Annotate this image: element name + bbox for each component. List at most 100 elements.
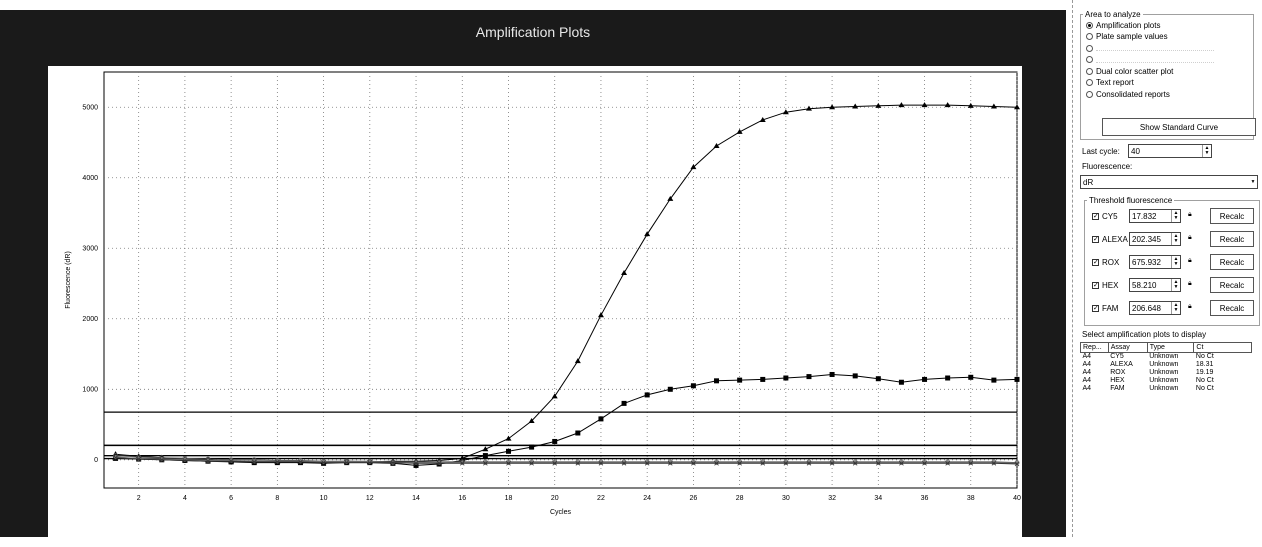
last-cycle-spinner[interactable]: ▲ ▼ [1202, 145, 1211, 157]
data-point [760, 461, 766, 466]
data-point [736, 128, 743, 134]
data-point [759, 116, 766, 122]
data-point [852, 461, 858, 466]
plots-table[interactable]: Rep... Assay Type Ct A4 CY5 Unknown No Ct A4 ALE… [1080, 342, 1252, 393]
data-point [899, 461, 904, 466]
data-point [182, 458, 188, 463]
threshold-spinner[interactable]: ▲ ▼ [1171, 210, 1180, 222]
threshold-checkbox[interactable]: ✓ [1092, 258, 1099, 266]
lock-icon[interactable]: 🔒︎ [1188, 257, 1192, 264]
radio-button[interactable] [1086, 90, 1093, 98]
analysis-side-panel: Area to analyze Amplification plots Plate… [1080, 0, 1262, 537]
recalc-button[interactable]: Recalc [1210, 277, 1254, 293]
last-cycle-label: Last cycle: [1082, 147, 1120, 156]
fluorescence-label: Fluorescence: [1082, 162, 1133, 171]
threshold-checkbox[interactable]: ✓ [1092, 304, 1099, 312]
data-point [205, 458, 211, 464]
area-option-1[interactable]: Amplification plots [1086, 20, 1160, 30]
radio-button[interactable] [1086, 67, 1093, 75]
chevron-down-icon[interactable]: ▼ [1250, 178, 1256, 185]
threshold-row-hex: ✓ HEX [1092, 276, 1128, 294]
threshold-value-input[interactable]: 675.932 ▲ ▼ [1129, 255, 1181, 269]
radio-button[interactable] [1086, 79, 1093, 86]
threshold-spinner[interactable]: ▲ ▼ [1171, 256, 1180, 268]
threshold-spinner[interactable]: ▲ ▼ [1171, 302, 1180, 314]
recalc-button[interactable]: Recalc [1210, 208, 1254, 224]
data-point [968, 460, 974, 466]
threshold-spinner[interactable]: ▲ ▼ [1171, 279, 1180, 291]
data-point [991, 460, 997, 466]
y-tick-label: 3000 [82, 245, 98, 252]
threshold-value-input[interactable]: 202.345 ▲ ▼ [1129, 232, 1181, 246]
x-tick-label: 28 [736, 495, 744, 502]
lock-icon[interactable]: 🔒︎ [1188, 280, 1192, 287]
threshold-value-input[interactable]: 206.648 ▲ ▼ [1129, 301, 1181, 315]
recalc-button[interactable]: Recalc [1210, 254, 1254, 270]
area-option-2[interactable]: Plate sample values [1086, 32, 1168, 42]
recalc-button[interactable]: Recalc [1210, 300, 1254, 316]
table-cell: ROX [1110, 369, 1126, 376]
threshold-row-cy5: ✓ CY5 [1092, 207, 1128, 225]
data-point [459, 460, 465, 466]
lock-icon[interactable]: 🔒︎ [1188, 211, 1192, 218]
fluorescence-select[interactable]: dR ▼ [1080, 175, 1258, 189]
area-option-4 [1086, 55, 1214, 65]
data-point [367, 459, 373, 465]
column-header[interactable]: Ct [1193, 342, 1252, 353]
table-row[interactable]: A4 ALEXA Unknown 18.31 [1081, 361, 1252, 369]
plot-area[interactable]: 2 4 6 8 10 12 14 16 18 20 22 24 26 28 30 32 34 36 38 40 0 100… [48, 66, 1022, 547]
threshold-row-fam: ✓ FAM [1092, 299, 1128, 317]
column-header[interactable]: Rep... [1080, 342, 1109, 353]
show-standard-curve-button[interactable]: Show Standard Curve [1102, 118, 1256, 136]
area-option-7[interactable]: Consolidated reports [1086, 89, 1170, 99]
table-row[interactable]: A4 CY5 Unknown No Ct [1081, 353, 1252, 362]
last-cycle-input[interactable]: 40 ▲ ▼ [1128, 144, 1212, 158]
radio-button[interactable] [1086, 33, 1093, 40]
table-row[interactable]: A4 FAM Unknown No Ct [1081, 385, 1252, 393]
area-option-label: Consolidated reports [1096, 89, 1170, 99]
lock-icon[interactable]: 🔒︎ [1188, 303, 1192, 310]
panel-divider[interactable] [1072, 0, 1074, 537]
amplification-chart[interactable]: 2 4 6 8 10 12 14 16 18 20 22 24 26 28 30 32 34 36 38 400100… [48, 66, 1022, 547]
x-tick-label: 6 [229, 495, 233, 502]
x-tick-label: 12 [366, 495, 374, 502]
data-point [505, 435, 512, 441]
table-cell: Unknown [1149, 377, 1179, 384]
x-tick-label: 4 [183, 495, 187, 502]
data-point [783, 375, 789, 381]
column-header[interactable]: Assay [1107, 342, 1148, 353]
data-point [321, 459, 327, 465]
threshold-value-input[interactable]: 17.832 ▲ ▼ [1129, 209, 1181, 223]
data-point [690, 460, 696, 466]
x-tick-label: 16 [458, 495, 466, 502]
table-row[interactable]: A4 HEX Unknown No Ct [1081, 377, 1252, 385]
lock-icon[interactable]: 🔒︎ [1188, 234, 1192, 241]
threshold-value: 206.648 [1132, 303, 1161, 313]
area-option-5[interactable]: Dual color scatter plot [1086, 66, 1173, 76]
area-option-6[interactable]: Text report [1086, 78, 1134, 88]
data-point [574, 358, 581, 364]
threshold-dye-label: HEX [1102, 280, 1119, 290]
threshold-checkbox[interactable]: ✓ [1092, 212, 1099, 220]
data-point [922, 460, 928, 466]
column-header[interactable]: Type [1146, 342, 1195, 353]
threshold-spinner[interactable]: ▲ ▼ [1171, 233, 1180, 245]
data-point [806, 374, 812, 380]
data-point [691, 461, 696, 466]
table-cell: No Ct [1195, 353, 1214, 360]
plot-title: Amplification Plots [475, 24, 591, 40]
threshold-checkbox[interactable]: ✓ [1092, 281, 1099, 289]
table-row[interactable]: A4 ROX Unknown 19.19 [1081, 369, 1252, 377]
radio-button[interactable] [1086, 21, 1093, 29]
data-point [852, 460, 858, 466]
data-point [921, 102, 928, 108]
threshold-checkbox[interactable]: ✓ [1092, 235, 1099, 243]
data-point [575, 461, 581, 466]
threshold-value-input[interactable]: 58.210 ▲ ▼ [1129, 278, 1181, 292]
table-cell: A4 [1082, 385, 1092, 392]
recalc-button[interactable]: Recalc [1210, 231, 1254, 247]
area-option-3 [1086, 43, 1214, 53]
data-point [621, 460, 627, 466]
data-point [714, 378, 720, 384]
data-point [136, 456, 141, 462]
